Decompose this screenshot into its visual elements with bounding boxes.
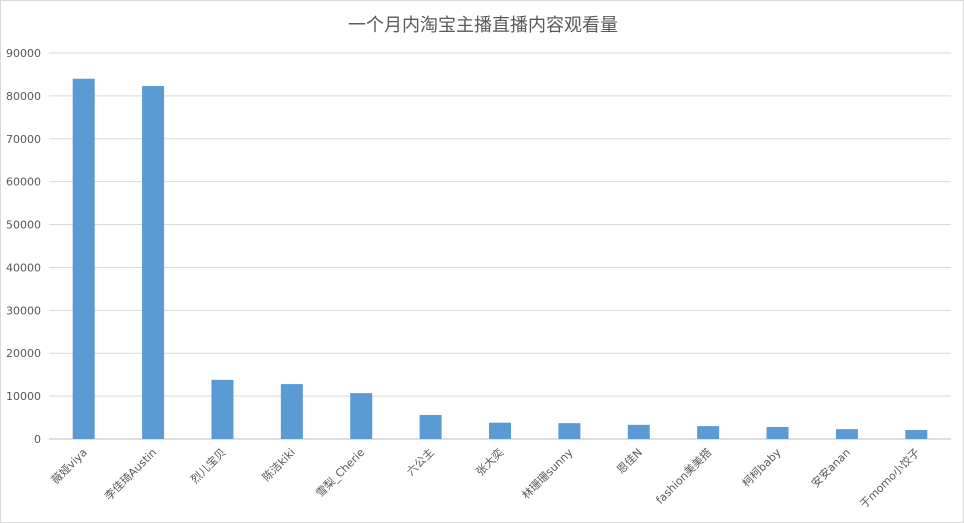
x-tick-label: 薇娅viya: [48, 445, 90, 487]
x-tick-label: 烈儿宝贝: [188, 445, 229, 486]
bar: [905, 429, 928, 439]
y-tick-label: 30000: [6, 304, 41, 317]
y-tick-label: 40000: [6, 261, 41, 274]
bar: [142, 86, 165, 439]
y-tick-label: 90000: [6, 47, 41, 60]
bar: [280, 384, 303, 439]
bar: [766, 426, 789, 439]
x-tick-label: 陈洁kiki: [259, 445, 298, 484]
bar: [627, 424, 650, 439]
bar: [835, 429, 858, 439]
bar: [72, 78, 95, 439]
x-tick-label: 张大奕: [473, 445, 506, 478]
bar: [558, 423, 581, 439]
x-tick-label: 林珊珊sunny: [519, 445, 576, 502]
chart-title: 一个月内淘宝主播直播内容观看量: [348, 15, 618, 36]
x-tick-label: 雪梨_Cherie: [313, 445, 368, 500]
y-tick-label: 80000: [6, 90, 41, 103]
x-tick-label: 李佳琦Austin: [102, 445, 160, 503]
x-tick-label: 六公主: [404, 446, 437, 479]
y-tick-label: 70000: [6, 133, 41, 146]
y-tick-label: 60000: [6, 176, 41, 189]
bar: [697, 426, 720, 439]
x-tick-label: 柯柯baby: [740, 446, 784, 490]
bar: [211, 379, 234, 439]
bar: [350, 393, 373, 439]
y-tick-label: 0: [34, 433, 41, 446]
y-tick-label: 20000: [6, 347, 41, 360]
x-tick-label: 于momo小饺子: [857, 445, 923, 511]
x-tick-label: 恩佳N: [614, 445, 645, 476]
y-tick-label: 10000: [6, 390, 41, 403]
x-tick-label: fashion美美搭: [653, 446, 714, 507]
bar: [419, 414, 442, 439]
x-tick-label: 安安anan: [808, 445, 853, 490]
bar: [489, 422, 511, 439]
y-tick-label: 50000: [6, 219, 41, 232]
